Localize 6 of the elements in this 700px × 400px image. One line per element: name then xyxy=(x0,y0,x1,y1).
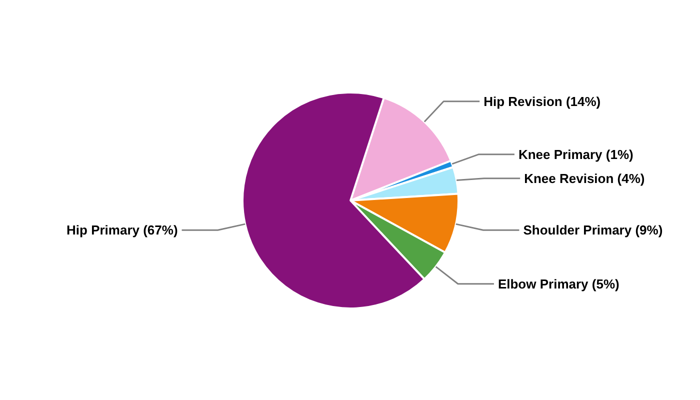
slice-label: Knee Primary (1%) xyxy=(518,146,634,162)
slice-label: Knee Revision (4%) xyxy=(524,170,645,186)
slice-label: Hip Revision (14%) xyxy=(484,94,601,109)
slice-label: Shoulder Primary (9%) xyxy=(523,222,663,238)
slice-label: Hip Primary (67%) xyxy=(66,222,178,238)
slice-label: Elbow Primary (5%) xyxy=(498,276,620,292)
